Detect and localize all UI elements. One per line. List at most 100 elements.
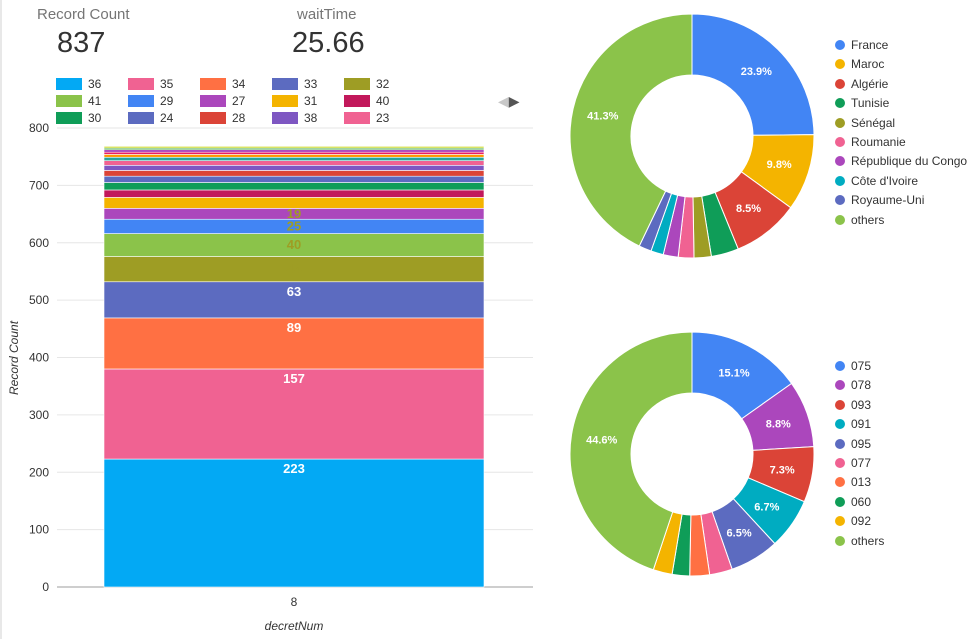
country-donut-slice-France[interactable] [691,13,815,136]
legend-dot [835,361,845,371]
country-legend-item[interactable]: Algérie [835,77,888,91]
bar-segment-others-c[interactable] [103,151,485,155]
legend-dot [835,458,845,468]
department-donut-slice-091[interactable] [732,477,805,545]
legend-item-34[interactable]: 34 [200,77,245,91]
legend-dot [835,399,845,410]
legend-label: 41 [88,94,102,108]
y-tick-label: 300 [29,408,49,422]
bar-data-label: 40 [287,237,301,252]
legend-item-33[interactable]: 33 [272,77,317,91]
legend-dot [835,78,845,89]
country-donut-slice-Maroc[interactable] [740,134,815,209]
legend-swatch [128,112,154,124]
legend-item-36[interactable]: 36 [56,77,101,91]
bar-segment-others-d[interactable] [103,149,485,153]
bar-segment-others-b[interactable] [103,154,485,158]
bar-segment-28[interactable] [103,170,485,177]
department-donut-slice-092[interactable] [652,511,683,575]
country-legend-item[interactable]: Royaume-Uni [835,193,924,207]
bar-segment-others-a[interactable] [103,156,485,162]
legend-item-38[interactable]: 38 [272,111,317,125]
country-donut-slice-République du Congo[interactable] [662,194,686,258]
department-legend-item[interactable]: 077 [835,456,871,470]
department-donut-slice-077[interactable] [700,510,733,576]
country-legend-item[interactable]: others [835,213,884,227]
bar-segment-34[interactable] [103,317,485,370]
department-legend-item[interactable]: others [835,534,884,548]
bar-segment-35[interactable] [103,368,485,460]
country-donut-slice-Roumanie[interactable] [677,196,695,259]
department-legend-item[interactable]: 013 [835,475,871,489]
bar-segment-30[interactable] [103,182,485,191]
legend-label: 36 [88,77,102,91]
department-donut-slice-093[interactable] [747,446,815,503]
bar-segment-38[interactable] [103,164,485,171]
legend-item-28[interactable]: 28 [200,111,245,125]
legend-label: 077 [851,456,872,470]
legend-label: Côte d'Ivoire [851,173,918,188]
legend-item-30[interactable]: 30 [56,111,101,125]
legend-dot [835,175,845,186]
legend-item-24[interactable]: 24 [128,111,173,125]
bar-segment-36[interactable] [103,458,485,588]
department-donut-slice-label: 6.7% [754,502,779,514]
legend-label: 060 [851,494,872,509]
legend-item-41[interactable]: 41 [56,94,101,108]
legend-dot [835,477,845,488]
department-donut-slice-013[interactable] [689,513,711,577]
country-donut-slice-Algérie[interactable] [714,171,792,250]
department-donut-slice-078[interactable] [741,382,815,451]
department-legend-item[interactable]: 075 [835,359,871,373]
bar-segment-24[interactable] [103,175,485,183]
legend-swatch [56,112,82,124]
department-donut-slice-095[interactable] [711,498,776,570]
country-legend-item[interactable]: République du Congo [835,154,967,168]
country-legend-item[interactable]: Sénégal [835,116,895,130]
country-donut-slice-Côte d'Ivoire[interactable] [650,192,679,256]
country-donut-slice-Royaume-Uni[interactable] [638,190,673,252]
department-legend-item[interactable]: 091 [835,417,871,431]
department-legend-item[interactable]: 093 [835,398,871,412]
country-donut-slice-Tunisie[interactable] [701,191,739,258]
legend-label: 093 [851,397,872,412]
legend-label: 091 [851,417,872,432]
bar-segment-23[interactable] [103,160,485,166]
department-legend-item[interactable]: 078 [835,378,871,392]
country-legend-item[interactable]: Maroc [835,57,884,71]
department-legend-item[interactable]: 092 [835,514,871,528]
legend-item-27[interactable]: 27 [200,94,245,108]
country-donut-slice-others[interactable] [569,13,693,247]
legend-item-35[interactable]: 35 [128,77,173,91]
legend-item-40[interactable]: 40 [344,94,389,108]
country-donut-slice-Sénégal[interactable] [692,195,712,259]
legend-item-31[interactable]: 31 [272,94,317,108]
legend-item-32[interactable]: 32 [344,77,389,91]
country-legend-item[interactable]: France [835,38,888,52]
legend-prev-icon[interactable]: ◀ [498,93,509,109]
legend-item-29[interactable]: 29 [128,94,173,108]
country-legend-item[interactable]: Côte d'Ivoire [835,174,918,188]
bar-data-label: 25 [287,218,301,233]
department-legend-item[interactable]: 060 [835,495,871,509]
legend-item-23[interactable]: 23 [344,111,389,125]
legend-label: 40 [376,94,390,108]
legend-next-icon[interactable]: ▶ [508,93,520,109]
department-donut-slice-060[interactable] [671,513,692,577]
bar-segment-33[interactable] [103,281,485,319]
x-tick-label: 8 [291,595,298,609]
legend-label: République du Congo [851,154,968,169]
bar-segment-40[interactable] [103,189,485,198]
bar-segment-others-f[interactable] [103,146,485,149]
department-legend-item[interactable]: 095 [835,437,871,451]
department-donut-slice-others[interactable] [569,331,693,571]
department-donut-slice-075[interactable] [691,331,793,420]
country-legend-item[interactable]: Tunisie [835,96,889,110]
bar-segment-32[interactable] [103,256,485,283]
legend-swatch [56,95,82,107]
department-donut-slice-label: 44.6% [586,434,617,446]
bar-data-label: 223 [283,461,305,476]
legend-label: 32 [376,77,390,91]
legend-label: Algérie [851,76,889,91]
country-legend-item[interactable]: Roumanie [835,135,906,149]
